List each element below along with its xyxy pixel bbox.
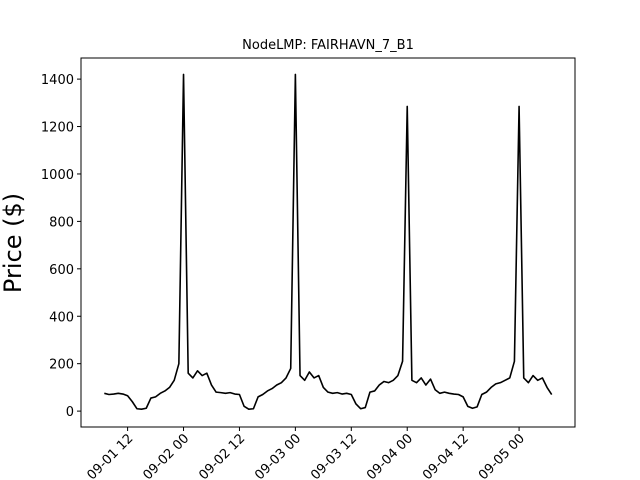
- line: [104, 73, 553, 411]
- y-tick-label: 1200: [41, 121, 74, 136]
- y-axis-label: Price ($): [0, 193, 27, 293]
- y-tick-label: 0: [66, 405, 74, 420]
- y-tick-label: 800: [49, 215, 74, 230]
- y-tick-label: 200: [49, 358, 74, 373]
- y-tick-label: 1400: [41, 73, 74, 88]
- y-tick-label: 400: [49, 310, 74, 325]
- y-tick-label: 600: [49, 263, 74, 278]
- plot-frame: [80, 57, 576, 428]
- y-tick-label: 1000: [41, 168, 74, 183]
- chart-title: NodeLMP: FAIRHAVN_7_B1: [242, 38, 414, 53]
